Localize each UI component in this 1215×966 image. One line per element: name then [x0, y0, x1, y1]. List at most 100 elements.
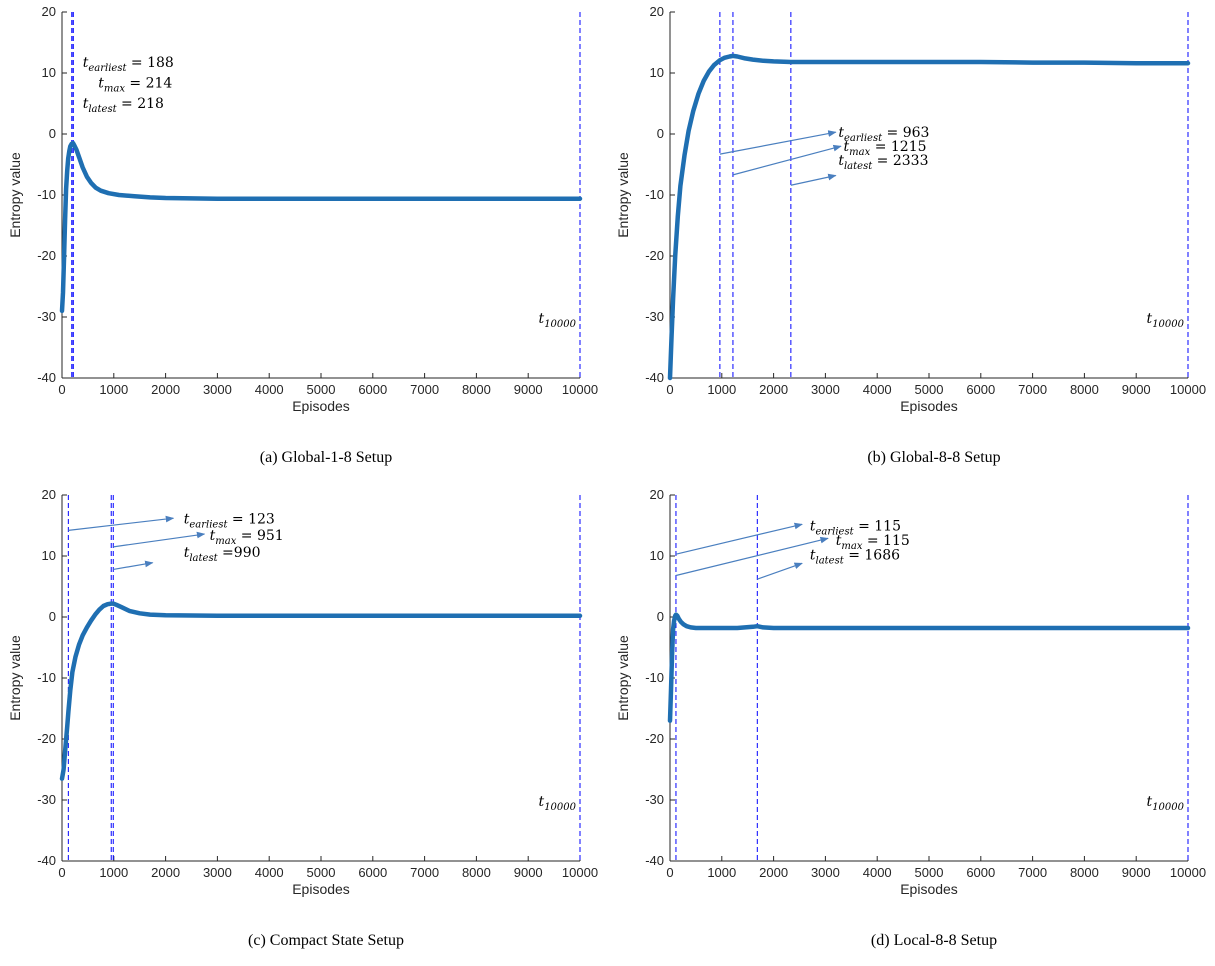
y-tick-label: 10 — [650, 65, 664, 80]
series-line — [667, 53, 1191, 381]
y-tick-label: -40 — [37, 853, 56, 868]
x-tick-label: 9000 — [1122, 382, 1151, 397]
x-tick-label: 0 — [666, 865, 673, 880]
y-tick-label: 20 — [42, 4, 56, 19]
annotation-value: = 951 — [236, 528, 283, 544]
x-tick-label: 10000 — [562, 382, 598, 397]
y-tick-label: -40 — [645, 853, 664, 868]
annotation-subscript: latest — [88, 104, 117, 115]
annotation-symbol: t — [210, 528, 216, 544]
annotation-subscript: 10000 — [1152, 802, 1184, 813]
annotation-subscript: earliest — [189, 520, 228, 531]
x-tick-label: 6000 — [966, 865, 995, 880]
annotation-label: t10000 — [1147, 794, 1185, 813]
y-axis-label: Entropy value — [7, 635, 23, 721]
annotation-subscript: 10000 — [544, 802, 576, 813]
annotation-label: tmax = 1215 — [844, 139, 927, 158]
annotation-symbol: t — [83, 55, 89, 71]
y-tick-label: -40 — [645, 370, 664, 385]
x-tick-label: 8000 — [462, 382, 491, 397]
annotation-label: tearliest = 963 — [838, 125, 929, 144]
x-tick-label: 10000 — [1170, 865, 1206, 880]
annotation-symbol: t — [539, 311, 545, 327]
y-tick-label: -30 — [37, 309, 56, 324]
annotation-symbol: t — [539, 794, 545, 810]
x-tick-label: 10000 — [1170, 382, 1206, 397]
x-axis-label: Episodes — [292, 398, 350, 414]
annotation-arrow — [719, 130, 837, 155]
chart-panel-a: 20 10 0 -10 -20 -30 -40 0 1000 2000 3000 4000 5000 60… — [0, 0, 607, 483]
annotation-label: tmax = 115 — [836, 533, 910, 552]
x-tick-label: 6000 — [358, 865, 387, 880]
x-tick-label: 3000 — [203, 382, 232, 397]
y-tick-label: -20 — [645, 248, 664, 263]
y-tick-label: -20 — [37, 248, 56, 263]
x-tick-label: 10000 — [562, 865, 598, 880]
x-tick-label: 1000 — [707, 865, 736, 880]
annotation-symbol: t — [836, 533, 842, 549]
x-tick-label: 8000 — [1070, 382, 1099, 397]
x-tick-label: 4000 — [255, 382, 284, 397]
annotation-symbol: t — [184, 512, 190, 528]
annotation-value: = 963 — [882, 125, 929, 141]
annotation-label: t10000 — [539, 311, 577, 330]
annotation-subscript: earliest — [844, 133, 883, 144]
x-tick-label: 4000 — [255, 865, 284, 880]
x-tick-label: 9000 — [514, 382, 543, 397]
annotation-label: t10000 — [539, 794, 577, 813]
annotation-symbol: t — [83, 96, 89, 112]
annotation-subscript: earliest — [88, 63, 127, 74]
x-tick-label: 7000 — [1018, 382, 1047, 397]
x-tick-label: 2000 — [759, 382, 788, 397]
annotation-symbol: t — [838, 125, 844, 141]
annotation-value: = 1686 — [844, 548, 900, 564]
y-tick-label: -10 — [37, 670, 56, 685]
chart-panel-c: 20 10 0 -10 -20 -30 -40 0 1000 2000 3000 4000 5000 60… — [0, 483, 607, 966]
annotation-arrow — [757, 562, 803, 580]
annotation-label: t10000 — [1147, 311, 1185, 330]
annotation-arrow — [790, 173, 837, 186]
chart-caption: (a) Global-1-8 Setup — [260, 449, 392, 466]
x-tick-label: 9000 — [514, 865, 543, 880]
annotation-label: tlatest = 2333 — [838, 153, 928, 172]
y-tick-label: 10 — [42, 548, 56, 563]
y-tick-label: 10 — [42, 65, 56, 80]
x-tick-label: 6000 — [966, 382, 995, 397]
y-tick-label: 20 — [650, 4, 664, 19]
y-tick-label: 0 — [657, 609, 664, 624]
annotation-symbol: t — [1147, 311, 1153, 327]
annotation-subscript: max — [104, 84, 125, 95]
x-tick-label: 3000 — [203, 865, 232, 880]
x-tick-label: 7000 — [1018, 865, 1047, 880]
annotation-symbol: t — [810, 518, 816, 534]
annotation-arrow — [68, 515, 175, 531]
y-tick-label: 0 — [49, 126, 56, 141]
x-tick-label: 0 — [58, 865, 65, 880]
annotation-label: tmax = 951 — [210, 528, 284, 547]
annotation-value: = 218 — [117, 96, 164, 112]
x-tick-label: 7000 — [410, 865, 439, 880]
annotation-symbol: t — [844, 139, 850, 155]
series-line — [59, 601, 583, 781]
annotation-symbol: t — [838, 153, 844, 169]
chart-caption: (c) Compact State Setup — [248, 932, 404, 949]
y-tick-label: -30 — [37, 792, 56, 807]
y-tick-label: 20 — [650, 487, 664, 502]
annotation-subscript: latest — [844, 161, 873, 172]
annotation-value: =990 — [218, 545, 261, 561]
annotation-label: tlatest =990 — [184, 545, 261, 564]
x-tick-label: 5000 — [915, 865, 944, 880]
x-tick-label: 2000 — [759, 865, 788, 880]
x-tick-label: 5000 — [307, 382, 336, 397]
y-tick-label: 10 — [650, 548, 664, 563]
x-tick-label: 9000 — [1122, 865, 1151, 880]
x-tick-label: 1000 — [99, 865, 128, 880]
x-tick-label: 3000 — [811, 865, 840, 880]
x-tick-label: 2000 — [151, 865, 180, 880]
annotation-subscript: latest — [816, 556, 845, 567]
annotation-subscript: earliest — [816, 526, 855, 537]
annotation-arrow — [675, 536, 829, 577]
